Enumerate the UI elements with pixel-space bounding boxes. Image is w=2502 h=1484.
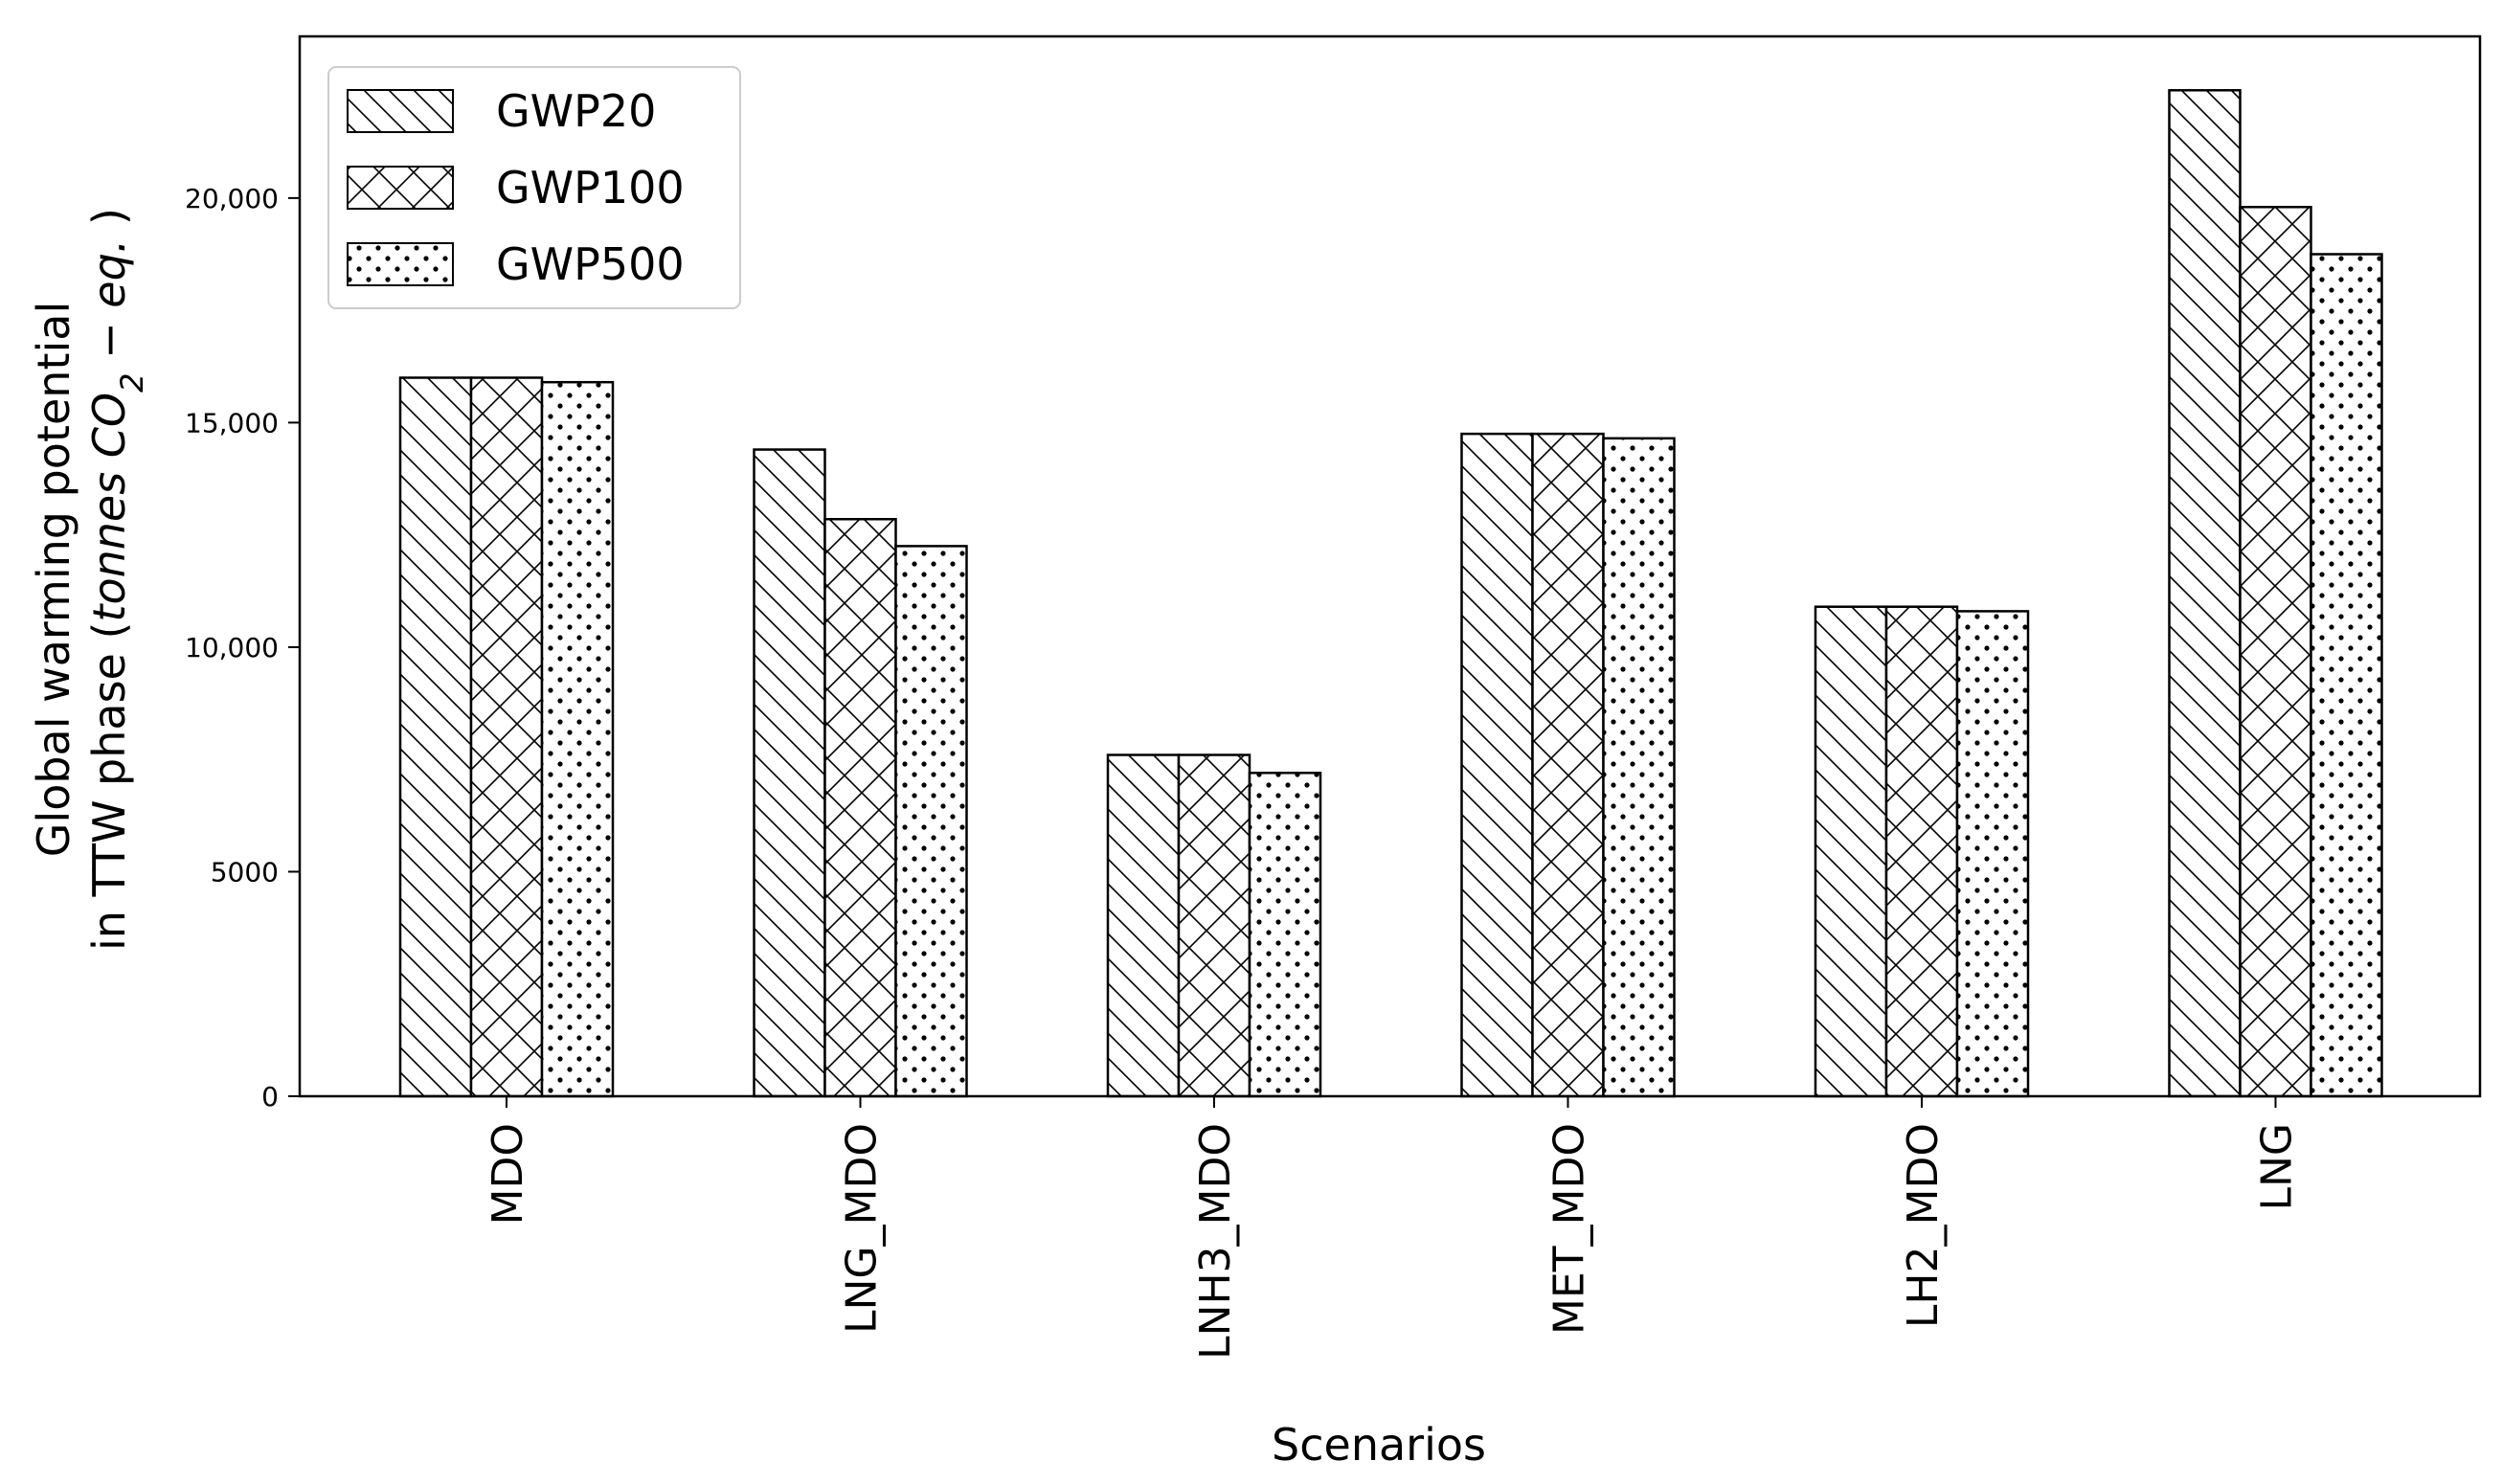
x-axis-category-labels: MDO LNG_MDO LNH3_MDO MET_MDO LH2_MDO LNG xyxy=(484,1096,2302,1360)
y-axis-title-line2: in TTW phase (tonnes CO2 − eq. ) xyxy=(83,208,150,951)
x-category-label: MDO xyxy=(484,1123,532,1225)
bar-lng-mdo-gwp100 xyxy=(823,517,897,1098)
bar-lh2-mdo-gwp100 xyxy=(1884,605,1959,1098)
legend-swatch-gwp500 xyxy=(347,242,454,286)
x-category-label: LNH3_MDO xyxy=(1191,1123,1240,1360)
bar-lnh3-mdo-gwp500 xyxy=(1248,772,1322,1098)
legend-item-gwp100: GWP100 xyxy=(347,162,685,214)
bar-lnh3-mdo-gwp20 xyxy=(1106,753,1181,1098)
y-tick-label: 20,000 xyxy=(185,183,279,214)
bar-lnh3-mdo-gwp100 xyxy=(1177,753,1251,1098)
legend: GWP20 GWP100 GWP500 xyxy=(327,66,741,309)
y-axis-title-line1: Global warming potential xyxy=(28,302,79,857)
bar-met-mdo-gwp500 xyxy=(1602,437,1676,1098)
bar-met-mdo-gwp100 xyxy=(1531,432,1605,1098)
legend-swatch-gwp100 xyxy=(347,166,454,210)
bar-lh2-mdo-gwp20 xyxy=(1814,605,1888,1098)
bar-lh2-mdo-gwp500 xyxy=(1955,610,2030,1098)
bar-mdo-gwp20 xyxy=(398,376,473,1098)
bar-lng-mdo-gwp500 xyxy=(894,545,968,1098)
bar-lng-mdo-gwp20 xyxy=(753,448,826,1098)
legend-item-gwp20: GWP20 xyxy=(347,85,656,137)
y-axis: 0 5000 10,000 15,000 20,000 xyxy=(185,183,300,1113)
x-category-label: LH2_MDO xyxy=(1899,1123,1948,1328)
y-tick-label: 15,000 xyxy=(185,407,279,438)
bars xyxy=(398,89,2383,1098)
legend-label-gwp500: GWP500 xyxy=(496,238,685,290)
x-axis-title: Scenarios xyxy=(1272,1419,1486,1471)
plot-area-frame xyxy=(298,34,2482,1098)
legend-swatch-gwp20 xyxy=(347,89,454,133)
y-tick-label: 10,000 xyxy=(185,632,279,663)
legend-label-gwp20: GWP20 xyxy=(496,85,656,137)
y-tick-label: 0 xyxy=(261,1081,279,1113)
bar-mdo-gwp500 xyxy=(540,380,615,1098)
x-category-label: LNG xyxy=(2253,1123,2302,1211)
legend-label-gwp100: GWP100 xyxy=(496,162,685,214)
bar-met-mdo-gwp20 xyxy=(1460,432,1534,1098)
bar-lng-gwp20 xyxy=(2168,89,2242,1098)
y-tick-label: 5000 xyxy=(211,856,279,888)
bar-mdo-gwp100 xyxy=(469,376,544,1098)
bar-lng-gwp500 xyxy=(2310,253,2383,1098)
x-category-label: MET_MDO xyxy=(1545,1123,1594,1335)
legend-item-gwp500: GWP500 xyxy=(347,238,685,290)
bar-lng-gwp100 xyxy=(2239,205,2312,1098)
x-category-label: LNG_MDO xyxy=(838,1123,887,1334)
